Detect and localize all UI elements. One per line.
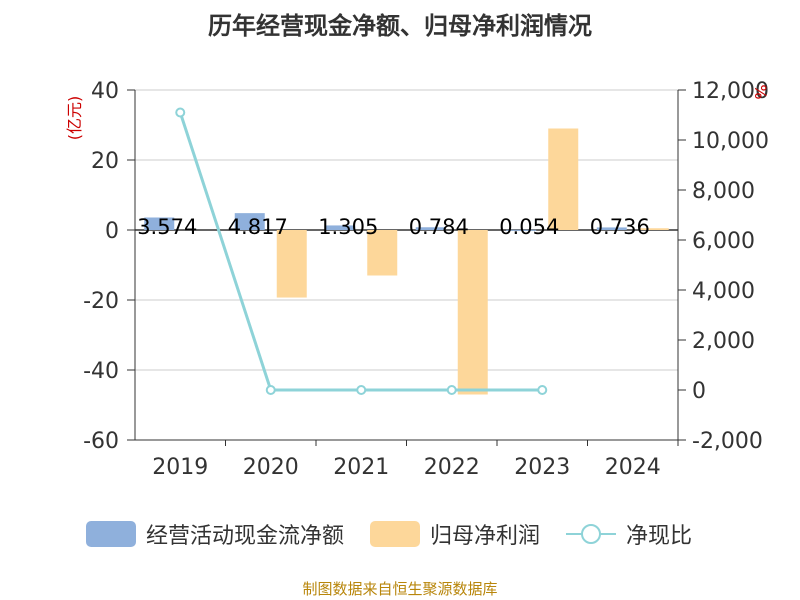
- left-tick-label: -60: [83, 429, 119, 454]
- cash-ratio-point: [446, 385, 457, 395]
- right-tick-label: 0: [692, 379, 706, 404]
- cash-ratio-point: [265, 385, 276, 395]
- cashflow-bar: [415, 227, 446, 230]
- right-tick-label: 8,000: [692, 179, 755, 204]
- cashflow-data-label: 4.817: [228, 215, 288, 239]
- legend-swatch-net-profit: [370, 521, 421, 547]
- legend-item-cashflow[interactable]: 经营活动现金流净额: [86, 518, 344, 550]
- cashflow-bar: [144, 217, 175, 230]
- right-axis-unit: %: [751, 84, 770, 99]
- legend: 经营活动现金流净额 归母净利润 净现比: [86, 518, 718, 550]
- right-tick-label: 6,000: [692, 229, 755, 254]
- x-tick-label: 2022: [424, 455, 480, 480]
- x-tick-label: 2021: [333, 455, 389, 480]
- cash-ratio-point: [537, 385, 548, 395]
- cashflow-data-label: 0.784: [409, 215, 469, 239]
- legend-label-cash-ratio: 净现比: [626, 524, 693, 549]
- chart-title: 历年经营现金净额、归母净利润情况: [208, 12, 592, 40]
- left-tick-label: 0: [105, 219, 119, 244]
- cashflow-bar: [596, 227, 627, 230]
- cash-ratio-point: [356, 385, 367, 395]
- cashflow-data-label: 0.054: [499, 215, 559, 239]
- right-tick-label: 12,000: [692, 79, 769, 104]
- right-tick-label: 4,000: [692, 279, 755, 304]
- data-source-note: 制图数据来自恒生聚源数据库: [302, 580, 498, 598]
- cash-ratio-point: [175, 107, 186, 118]
- net-profit-bar: [548, 128, 579, 230]
- right-tick-label: 2,000: [692, 329, 755, 354]
- cashflow-bar: [506, 229, 537, 231]
- left-tick-label: 20: [91, 149, 119, 174]
- right-tick-label: 10,000: [692, 129, 769, 154]
- net-profit-bar: [638, 228, 669, 230]
- legend-swatch-cash-ratio: [566, 521, 617, 547]
- left-tick-label: 40: [91, 79, 119, 104]
- x-tick-label: 2023: [514, 455, 570, 480]
- net-profit-bar: [276, 230, 307, 298]
- x-tick-label: 2019: [152, 455, 208, 480]
- legend-label-net-profit: 归母净利润: [430, 524, 541, 549]
- net-profit-bar: [457, 230, 488, 395]
- left-tick-label: -40: [83, 359, 119, 384]
- right-tick-label: -2,000: [692, 429, 763, 454]
- cashflow-bar: [325, 225, 356, 230]
- cashflow-data-label: 0.736: [590, 215, 650, 239]
- legend-item-cash-ratio[interactable]: 净现比: [566, 518, 692, 550]
- legend-item-net-profit[interactable]: 归母净利润: [370, 518, 540, 550]
- cashflow-data-label: 1.305: [318, 215, 378, 239]
- net-profit-bar: [367, 230, 398, 276]
- x-tick-label: 2024: [605, 455, 661, 480]
- cash-ratio-line: [178, 112, 543, 392]
- x-tick-label: 2020: [243, 455, 299, 480]
- legend-swatch-cashflow: [86, 521, 136, 547]
- cashflow-bar: [234, 213, 265, 230]
- cashflow-data-label: 3.574: [137, 215, 197, 239]
- left-axis-unit: (亿元): [65, 96, 84, 141]
- left-tick-label: -20: [83, 289, 119, 314]
- legend-label-cashflow: 经营活动现金流净额: [146, 524, 345, 549]
